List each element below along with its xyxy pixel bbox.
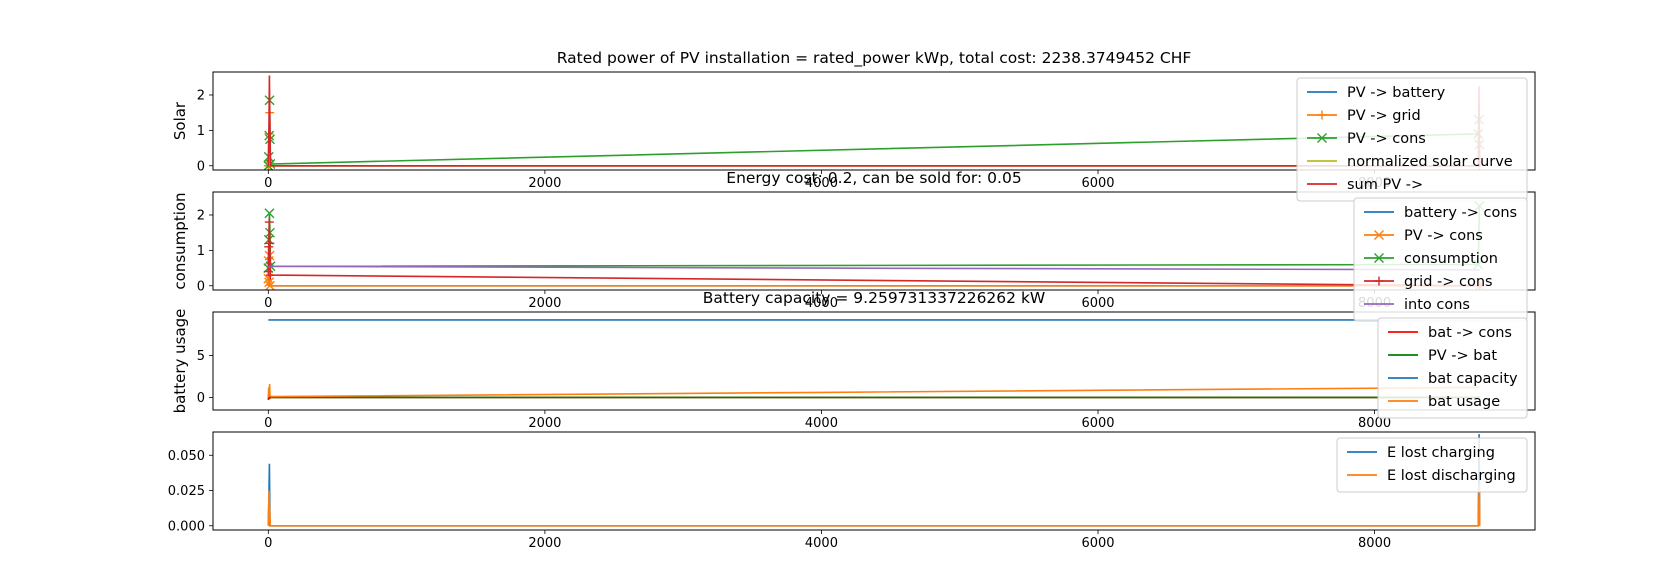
axes-frame [212, 191, 1536, 291]
subplot-3: 0 2000 4000 6000 8000 0 5 battery usage Battery … [171, 289, 1536, 431]
y-tick-label: 2 [197, 208, 205, 223]
data-point [265, 238, 275, 248]
series-line-5 [268, 265, 1480, 271]
y-axis-label: Solar [171, 101, 189, 140]
legend-entry: E lost discharging [1387, 468, 1516, 484]
subplot-4: 0 2000 4000 6000 8000 0.000 0.025 0.050 [168, 431, 1536, 551]
x-tick-label: 0 [264, 176, 272, 191]
y-tick-label: 0 [197, 159, 205, 174]
y-tick-label: 0.050 [168, 449, 205, 464]
legend-entry: bat capacity [1428, 371, 1518, 387]
data-point [264, 217, 274, 227]
legend-box [1336, 437, 1528, 493]
x-tick-label: 2000 [528, 296, 561, 311]
x-tick-label: 0 [264, 416, 272, 431]
axes-background [213, 192, 1535, 290]
legend-entry: E lost charging [1387, 445, 1495, 461]
legend-entry: into cons [1404, 297, 1470, 313]
axes-frame [212, 71, 1536, 171]
x-tick-label: 4000 [805, 536, 838, 551]
x-tick-label: 2000 [528, 416, 561, 431]
x-tick-label: 6000 [1081, 416, 1114, 431]
legend-entry: consumption [1404, 251, 1498, 267]
legend-marker [1374, 230, 1384, 240]
x-tick-label: 4000 [805, 176, 838, 191]
x-tick-label: 6000 [1081, 536, 1114, 551]
data-point [264, 208, 275, 219]
x-tick-label: 2000 [528, 176, 561, 191]
y-tick-label: 1 [197, 244, 205, 259]
x-tick-label: 4000 [805, 296, 838, 311]
legend-entry: PV -> bat [1428, 348, 1497, 364]
data-point [264, 277, 275, 288]
axes-background [213, 312, 1535, 410]
legend-marker [1374, 253, 1384, 263]
axes-background [213, 432, 1535, 530]
legend-marker [1374, 276, 1384, 286]
legend-4: E lost charging E lost discharging [1336, 437, 1528, 493]
x-tick-label: 0 [264, 296, 272, 311]
x-tick-label: 4000 [805, 416, 838, 431]
y-tick-label: 5 [197, 349, 205, 364]
series-line-4 [267, 383, 1480, 398]
chart-title: Rated power of PV installation = rated_p… [557, 49, 1192, 68]
x-tick-label: 6000 [1081, 176, 1114, 191]
legend-box [1377, 317, 1528, 419]
legend-entry: PV -> cons [1404, 228, 1483, 244]
y-tick-label: 0.000 [168, 519, 205, 534]
legend-marker [1317, 133, 1327, 143]
legend-entry: PV -> grid [1347, 108, 1421, 124]
y-axis-label: battery usage [171, 309, 189, 414]
y-tick-label: 0 [197, 279, 205, 294]
y-tick-label: 0 [197, 391, 205, 406]
x-tick-label: 2000 [528, 536, 561, 551]
legend-entry: bat usage [1428, 394, 1500, 410]
legend-entry: PV -> battery [1347, 85, 1446, 101]
y-tick-label: 2 [197, 88, 205, 103]
legend-entry: PV -> cons [1347, 131, 1426, 147]
x-tick-label: 8000 [1358, 536, 1391, 551]
legend-entry: battery -> cons [1404, 205, 1517, 221]
axes-frame [212, 431, 1536, 531]
data-point [264, 280, 275, 290]
data-point [265, 270, 275, 280]
legend-entry: grid -> cons [1404, 274, 1493, 290]
legend-entry: normalized solar curve [1347, 154, 1513, 170]
chart-title: Energy cost: 0.2, can be sold for: 0.05 [726, 169, 1021, 187]
chart-title: Battery capacity = 9.259731337226262 kW [703, 289, 1046, 307]
x-tick-label: 6000 [1081, 296, 1114, 311]
plot-area [267, 319, 1480, 400]
legend-2: battery -> cons PV -> cons consumption grid… [1353, 197, 1528, 322]
legend-entry: bat -> cons [1428, 325, 1512, 341]
y-tick-label: 0.025 [168, 484, 205, 499]
legend-marker [1317, 110, 1327, 120]
legend-entry: sum PV -> [1347, 177, 1423, 193]
axes-frame [212, 311, 1536, 411]
x-tick-label: 0 [264, 536, 272, 551]
legend-3: bat -> cons PV -> bat bat capacity bat usag… [1377, 317, 1528, 419]
y-tick-label: 1 [197, 124, 205, 139]
x-tick-label: 8000 [1358, 416, 1391, 431]
y-axis-label: consumption [171, 192, 189, 289]
legend-1: PV -> battery PV -> grid PV -> cons normali… [1296, 77, 1528, 202]
